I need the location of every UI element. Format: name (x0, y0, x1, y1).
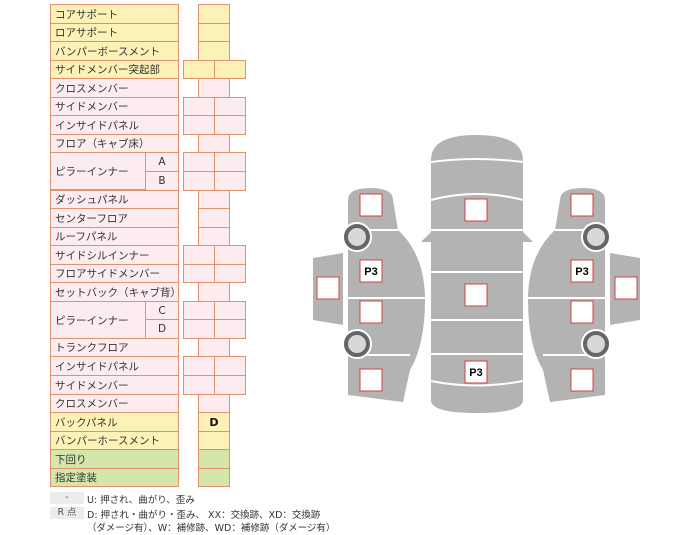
panel-code: P3 (469, 367, 482, 379)
part-label: インサイドパネル (50, 115, 179, 135)
damage-cell-right[interactable] (214, 375, 246, 395)
center-body (421, 135, 533, 413)
damage-cell-right[interactable] (214, 60, 246, 79)
damage-cell-right[interactable] (214, 319, 246, 339)
damage-cell[interactable] (198, 468, 230, 487)
legend-text: U: 押され、曲がり、歪み (87, 495, 195, 506)
legend-text: D: 押され・曲がり・歪み、 XX：交換跡、XD：交換跡 (87, 510, 321, 521)
panel-box-right-side-front[interactable]: P3 (570, 259, 594, 283)
part-sub-label: C (145, 301, 179, 320)
part-label: センターフロア (50, 208, 179, 228)
panel-box-center-roof[interactable] (464, 283, 488, 307)
part-label: サイドメンバー突起部 (50, 60, 179, 79)
panel-box-left-front[interactable] (359, 193, 383, 217)
part-label: 下回り (50, 449, 179, 469)
part-label: ピラーインナー (50, 152, 146, 190)
part-label: バンパーホースメント (50, 431, 179, 450)
panel-box-right-door[interactable] (614, 276, 638, 300)
panel-box-right-front[interactable] (570, 193, 594, 217)
damage-cell-right[interactable] (214, 115, 246, 135)
damage-cell-right[interactable] (214, 171, 246, 191)
part-label: 指定塗装 (50, 468, 179, 487)
part-label: クロスメンバー (50, 78, 179, 98)
part-label: フロア（キャブ床） (50, 134, 179, 153)
legend-text: （ダメージ有）、W：補修跡、WD：補修跡（ダメージ有） (87, 523, 336, 534)
part-label: バックパネル (50, 412, 179, 432)
panel-box-center-trunk[interactable]: P3 (464, 360, 488, 384)
panel-box-right-side-rear[interactable] (570, 300, 594, 324)
part-label: サイドシルインナー (50, 245, 179, 265)
panel-box-left-door[interactable] (316, 276, 340, 300)
part-label: フロアサイドメンバー (50, 264, 179, 283)
panel-box-left-side-front[interactable]: P3 (359, 259, 383, 283)
legend-key: - (50, 492, 84, 504)
panel-box-left-side-rear[interactable] (359, 300, 383, 324)
part-label: クロスメンバー (50, 394, 179, 413)
legend-key: R 点 (50, 507, 84, 519)
part-sub-label: A (145, 152, 179, 172)
left-side-body (313, 188, 425, 402)
panel-box-right-rear[interactable] (570, 368, 594, 392)
part-label: サイドメンバー (50, 97, 179, 116)
part-label: バンパーボースメント (50, 41, 179, 61)
panel-box-left-rear[interactable] (359, 368, 383, 392)
right-side-body (528, 188, 640, 402)
panel-code: P3 (364, 266, 377, 278)
damage-cell-right[interactable] (214, 264, 246, 283)
panel-code: P3 (575, 266, 588, 278)
part-label: ピラーインナー (50, 301, 146, 339)
panel-box-center-hood[interactable] (464, 198, 488, 222)
